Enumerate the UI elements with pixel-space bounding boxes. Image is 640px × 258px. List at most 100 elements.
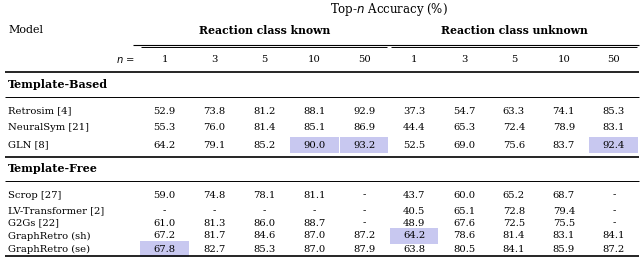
Text: 83.7: 83.7 (553, 141, 575, 149)
Bar (589, 137, 638, 153)
Text: 10: 10 (557, 55, 570, 64)
Text: Template-Free: Template-Free (8, 164, 98, 174)
Text: 5: 5 (261, 55, 268, 64)
Text: 74.8: 74.8 (204, 190, 225, 199)
Text: 5: 5 (511, 55, 517, 64)
Text: 82.7: 82.7 (204, 245, 225, 254)
Text: Reaction class unknown: Reaction class unknown (440, 25, 588, 36)
Text: 79.1: 79.1 (204, 141, 225, 149)
Text: 83.1: 83.1 (553, 231, 575, 240)
Text: Top-$n$ Accuracy (%): Top-$n$ Accuracy (%) (330, 2, 448, 19)
Text: 68.7: 68.7 (553, 190, 575, 199)
Text: 79.4: 79.4 (553, 206, 575, 215)
Text: 67.8: 67.8 (154, 245, 175, 254)
Text: 85.3: 85.3 (253, 245, 275, 254)
Text: -: - (312, 206, 316, 215)
Text: -: - (212, 206, 216, 215)
Text: 86.9: 86.9 (353, 124, 375, 133)
Text: G2Gs [22]: G2Gs [22] (8, 219, 60, 228)
Text: 69.0: 69.0 (453, 141, 475, 149)
Text: -: - (163, 206, 166, 215)
Text: 55.3: 55.3 (154, 124, 175, 133)
Text: 72.8: 72.8 (503, 206, 525, 215)
Text: -: - (362, 206, 366, 215)
Text: -: - (612, 206, 616, 215)
Text: 48.9: 48.9 (403, 219, 425, 228)
Text: 78.6: 78.6 (453, 231, 475, 240)
Text: 61.0: 61.0 (154, 219, 175, 228)
Text: 81.4: 81.4 (253, 124, 276, 133)
Text: 78.1: 78.1 (253, 190, 275, 199)
Text: GraphRetro (sh): GraphRetro (sh) (8, 231, 91, 240)
Text: 78.9: 78.9 (553, 124, 575, 133)
Text: 1: 1 (411, 55, 417, 64)
Text: 67.6: 67.6 (453, 219, 475, 228)
Text: 60.0: 60.0 (453, 190, 475, 199)
Text: 92.4: 92.4 (603, 141, 625, 149)
Text: 92.9: 92.9 (353, 107, 375, 116)
Text: 67.2: 67.2 (154, 231, 175, 240)
Text: 93.2: 93.2 (353, 141, 375, 149)
Text: 76.0: 76.0 (204, 124, 225, 133)
Text: 81.1: 81.1 (303, 190, 326, 199)
Text: 73.8: 73.8 (204, 107, 225, 116)
Text: 85.1: 85.1 (303, 124, 325, 133)
Text: 81.3: 81.3 (204, 219, 225, 228)
Text: 10: 10 (308, 55, 321, 64)
Text: 80.5: 80.5 (453, 245, 475, 254)
Text: 44.4: 44.4 (403, 124, 426, 133)
Text: 84.6: 84.6 (253, 231, 275, 240)
Text: 63.8: 63.8 (403, 245, 425, 254)
Text: Reaction class known: Reaction class known (198, 25, 330, 36)
Text: 72.5: 72.5 (503, 219, 525, 228)
Text: 75.6: 75.6 (503, 141, 525, 149)
Text: 83.1: 83.1 (603, 124, 625, 133)
Text: -: - (362, 190, 366, 199)
Text: Scrop [27]: Scrop [27] (8, 190, 61, 199)
Text: 50: 50 (358, 55, 371, 64)
Text: 90.0: 90.0 (303, 141, 325, 149)
Text: 75.5: 75.5 (553, 219, 575, 228)
Text: 81.2: 81.2 (253, 107, 275, 116)
Text: 52.5: 52.5 (403, 141, 425, 149)
Text: 87.2: 87.2 (603, 245, 625, 254)
Text: 40.5: 40.5 (403, 206, 425, 215)
Text: GLN [8]: GLN [8] (8, 141, 49, 149)
Text: 65.1: 65.1 (453, 206, 475, 215)
Bar (340, 137, 388, 153)
Text: 87.0: 87.0 (303, 231, 325, 240)
Text: 85.9: 85.9 (553, 245, 575, 254)
Text: 84.1: 84.1 (602, 231, 625, 240)
Text: 59.0: 59.0 (154, 190, 175, 199)
Text: Retrosim [4]: Retrosim [4] (8, 107, 72, 116)
Text: 1: 1 (161, 55, 168, 64)
Text: 54.7: 54.7 (453, 107, 475, 116)
Text: GraphRetro (se): GraphRetro (se) (8, 244, 90, 254)
Text: NeuralSym [21]: NeuralSym [21] (8, 124, 90, 133)
Text: 84.1: 84.1 (502, 245, 525, 254)
Bar (290, 137, 339, 153)
Text: $n$ =: $n$ = (116, 55, 134, 65)
Text: 52.9: 52.9 (154, 107, 175, 116)
Text: 85.2: 85.2 (253, 141, 275, 149)
Text: 87.9: 87.9 (353, 245, 375, 254)
Text: 88.1: 88.1 (303, 107, 325, 116)
Bar (140, 241, 189, 257)
Text: 37.3: 37.3 (403, 107, 425, 116)
Text: 85.3: 85.3 (603, 107, 625, 116)
Text: 74.1: 74.1 (552, 107, 575, 116)
Text: 81.4: 81.4 (502, 231, 525, 240)
Text: 87.2: 87.2 (353, 231, 375, 240)
Text: -: - (362, 219, 366, 228)
Text: 87.0: 87.0 (303, 245, 325, 254)
Text: 3: 3 (211, 55, 218, 64)
Text: -: - (612, 190, 616, 199)
Text: 81.7: 81.7 (204, 231, 225, 240)
Text: 88.7: 88.7 (303, 219, 325, 228)
Text: Model: Model (8, 25, 44, 35)
Text: 3: 3 (461, 55, 467, 64)
Text: 63.3: 63.3 (503, 107, 525, 116)
Text: -: - (262, 206, 266, 215)
Text: Template-Based: Template-Based (8, 78, 108, 90)
Text: 64.2: 64.2 (403, 231, 425, 240)
